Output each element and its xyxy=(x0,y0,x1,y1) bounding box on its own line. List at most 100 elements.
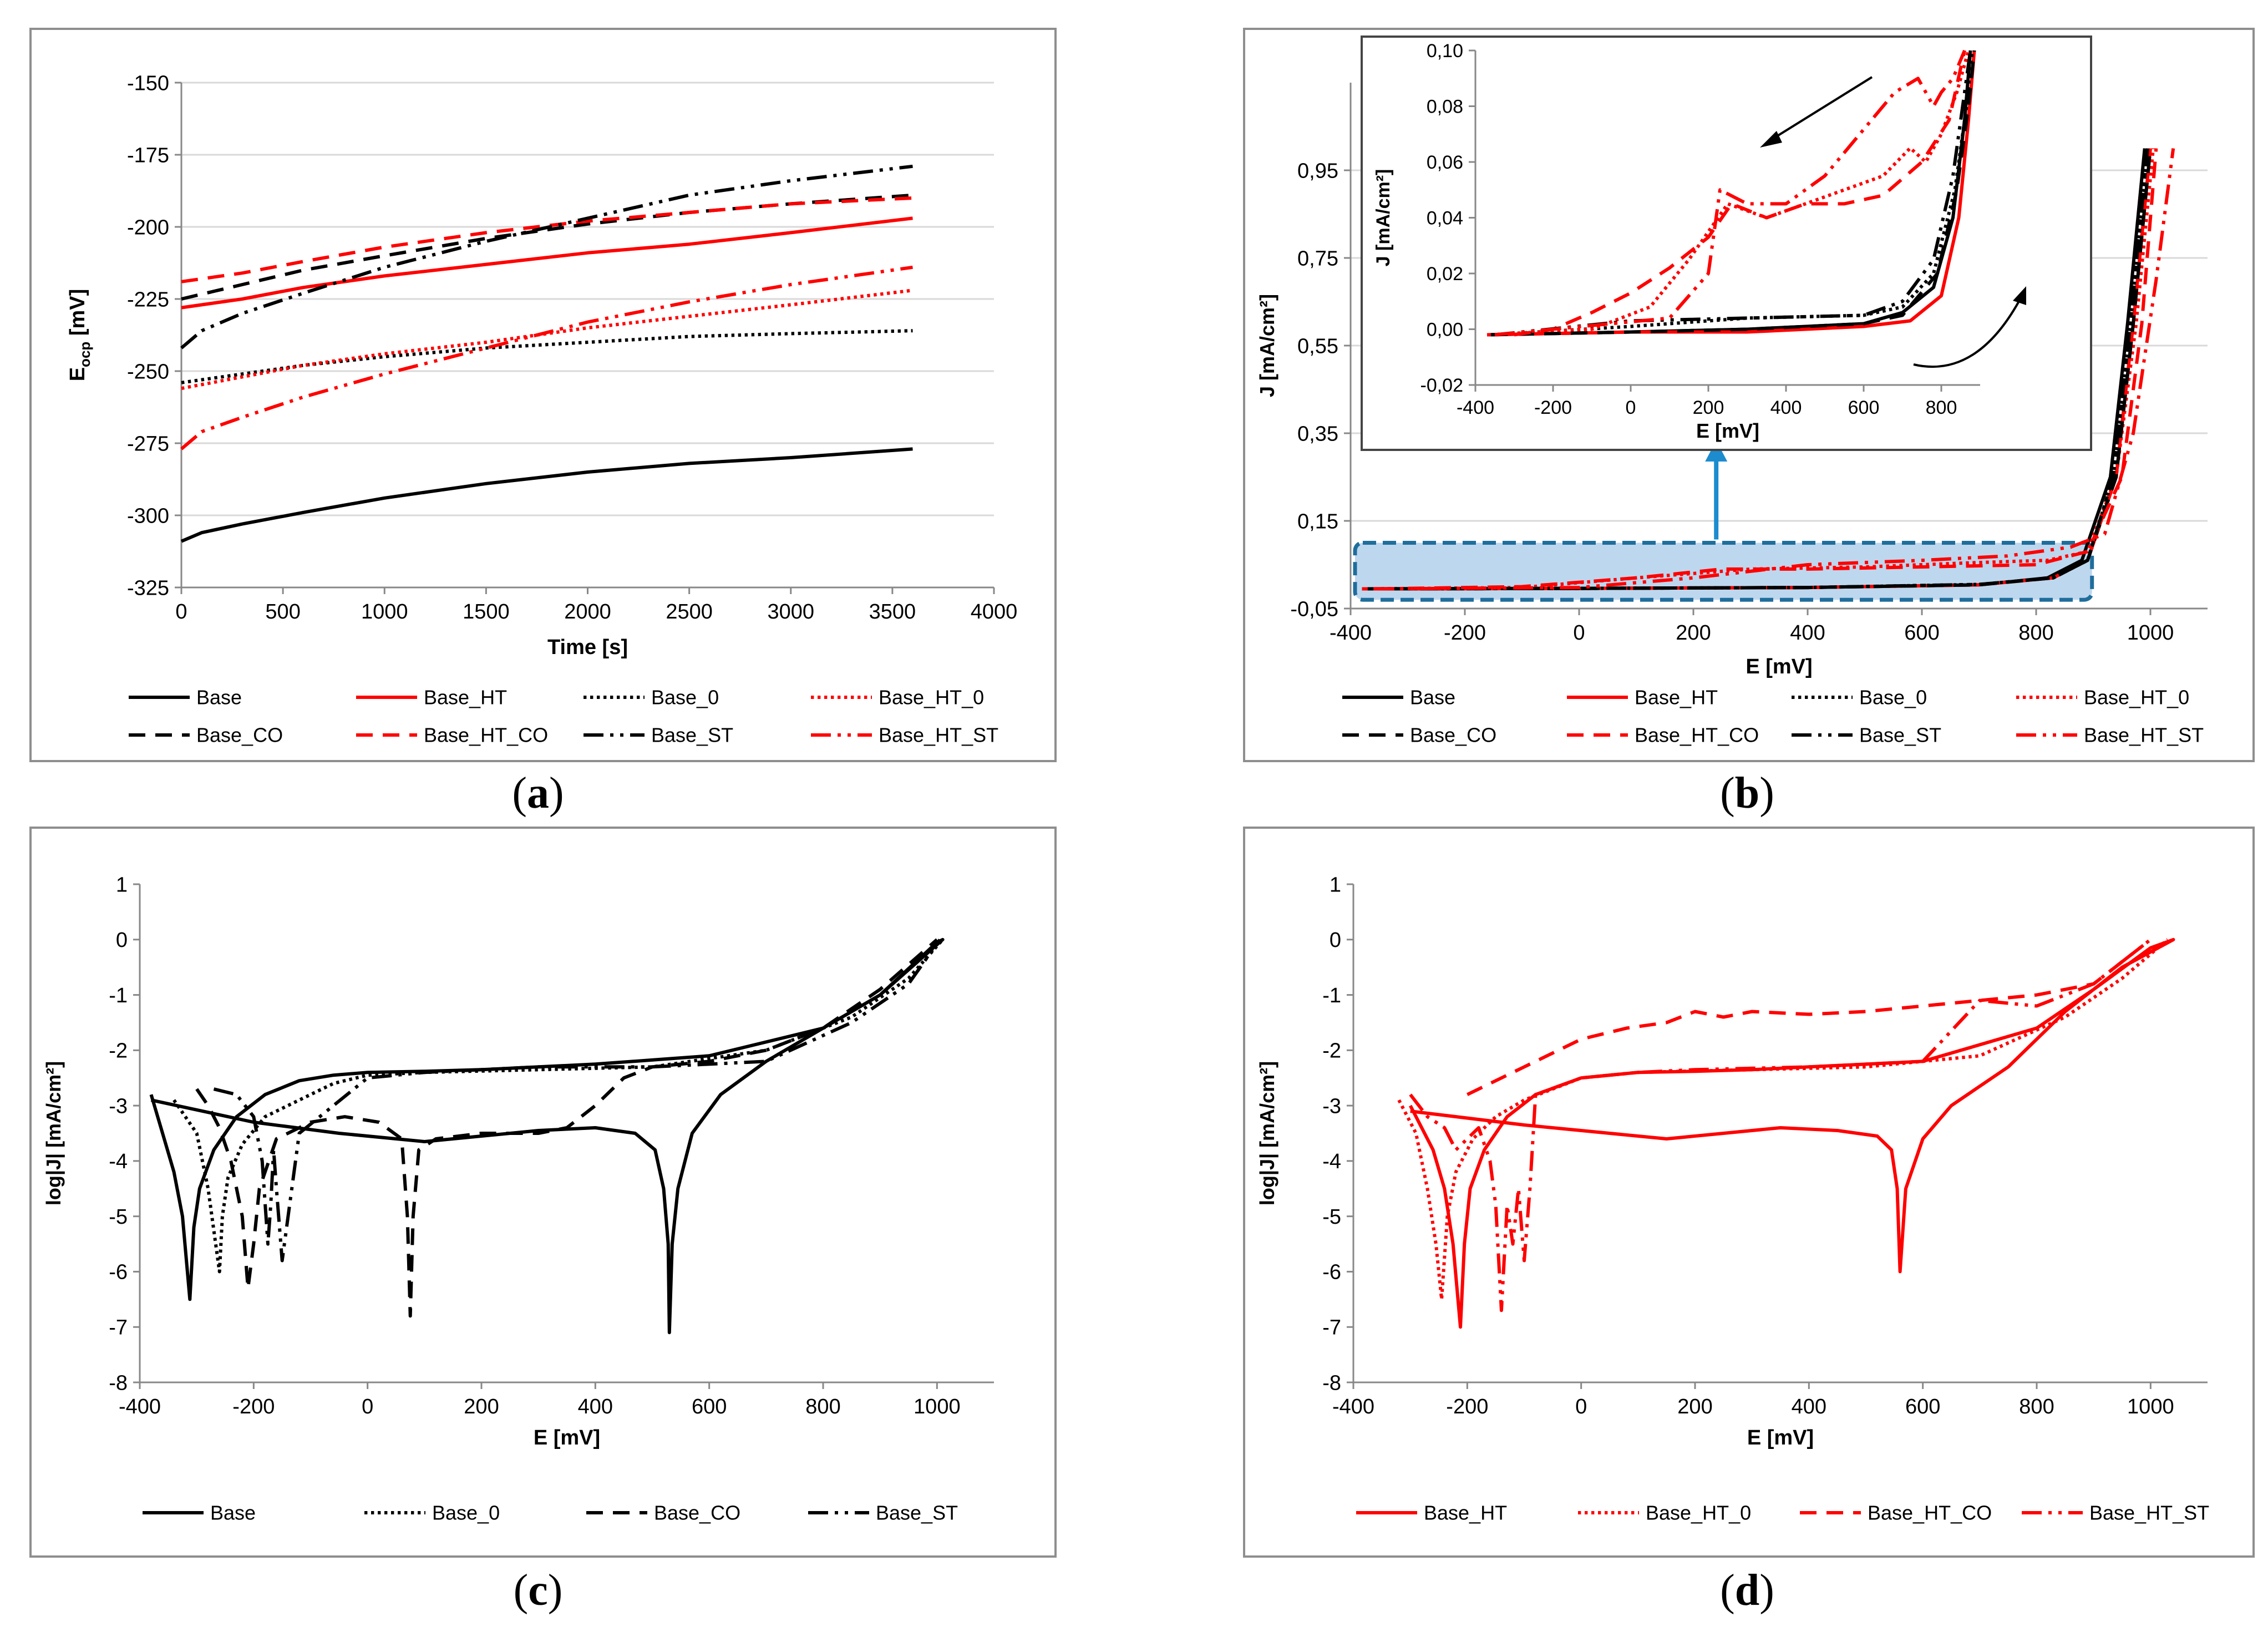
y-tick-label: -7 xyxy=(1322,1316,1341,1340)
x-axis-title: E [mV] xyxy=(1747,1426,1814,1449)
inset-arrow-forward-head xyxy=(2013,286,2026,305)
series-line-base-ht-st xyxy=(1373,148,2175,591)
legend-label: Base_HT xyxy=(1635,686,1718,709)
y-axis-title: J [mA/cm²] xyxy=(1256,294,1278,397)
series-line-base-ht-co xyxy=(1407,148,2158,590)
inset-frame xyxy=(1361,36,2092,451)
panel-a-label: (a) xyxy=(512,769,564,818)
series-line-base-ht-st xyxy=(1409,938,2152,1312)
x-tick-label: -400 xyxy=(1332,1395,1374,1418)
legend-label: Base_HT_0 xyxy=(2084,686,2189,709)
x-tick-label: 0 xyxy=(175,600,187,624)
legend-label: Base_HT_0 xyxy=(879,686,984,709)
series-line-base xyxy=(180,447,913,543)
x-tick-label: 800 xyxy=(2018,621,2053,645)
y-tick-label: -1 xyxy=(1322,984,1341,1007)
y-tick-label: -3 xyxy=(109,1094,128,1118)
y-tick-label: -150 xyxy=(127,72,169,95)
series-line-base-co xyxy=(1367,148,2152,591)
x-tick-label: -200 xyxy=(1534,397,1572,418)
x-tick-label: 400 xyxy=(1792,1395,1826,1418)
series-line-base-st xyxy=(1494,50,1972,337)
y-tick-label: 0,95 xyxy=(1297,159,1338,183)
legend-label: Base xyxy=(210,1502,256,1524)
y-tick-label: 0,75 xyxy=(1297,247,1338,270)
series-line-base-ht-co xyxy=(1466,938,2152,1096)
panel-b-svg: -0,05 0,15 0,35 0,55 0,75 0,95 -400 -200 0 200 400… xyxy=(1256,36,2208,747)
y-tick-label: 0,06 xyxy=(1427,152,1463,173)
series-line-base-ht-0 xyxy=(181,288,913,391)
series-line-base-st xyxy=(1373,148,2149,591)
legend-label: Base_HT_0 xyxy=(1646,1502,1751,1524)
y-tick-label: -6 xyxy=(1322,1261,1341,1284)
x-axis-title: E [mV] xyxy=(1746,655,1812,678)
y-tick-label: 0,00 xyxy=(1427,319,1463,340)
legend-label: Base_HT xyxy=(424,686,507,709)
panel-b-label: (b) xyxy=(1720,769,1774,818)
y-tick-label: 0,15 xyxy=(1297,510,1338,533)
y-tick-label: 0,55 xyxy=(1297,334,1338,358)
legend-label: Base_CO xyxy=(1410,724,1496,747)
x-tick-label: 1000 xyxy=(361,600,408,624)
legend-label: Base_0 xyxy=(1859,686,1927,709)
x-tick-label: -400 xyxy=(1330,621,1372,645)
y-tick-label: -0,05 xyxy=(1290,597,1338,621)
y-tick-label: -2 xyxy=(109,1040,128,1063)
legend-label: Base_ST xyxy=(651,724,733,747)
x-tick-label: 200 xyxy=(1677,1395,1712,1418)
series-line-base-0 xyxy=(1490,50,1974,337)
y-axis-title: Eocp [mV] xyxy=(66,289,93,382)
legend-label: Base_HT_ST xyxy=(2084,724,2204,747)
inset-arrow-backward xyxy=(1768,76,1873,142)
x-tick-label: -200 xyxy=(232,1395,275,1418)
x-tick-label: 800 xyxy=(1926,397,1957,418)
x-tick-label: 600 xyxy=(1904,621,1939,645)
x-tick-label: 400 xyxy=(1790,621,1825,645)
x-tick-label: 600 xyxy=(1905,1395,1940,1418)
y-tick-label: -3 xyxy=(1322,1094,1341,1118)
y-tick-label: -300 xyxy=(127,504,169,528)
panel-d-svg: -8 -7 -6 -5 -4 -3 -2 -1 0 1 -400 -200 0 200 400 600 800 1… xyxy=(1256,873,2209,1524)
y-tick-label: -200 xyxy=(127,216,169,239)
zoom-highlight-box xyxy=(1353,541,2094,602)
x-tick-label: 0 xyxy=(362,1395,373,1418)
x-tick-label: 3500 xyxy=(869,600,916,624)
y-tick-label: -6 xyxy=(109,1261,128,1284)
series-line-base xyxy=(149,937,945,1335)
y-tick-label: 1 xyxy=(1330,873,1341,896)
y-tick-label: -4 xyxy=(1322,1150,1341,1173)
x-tick-label: 800 xyxy=(2019,1395,2054,1418)
x-tick-label: 800 xyxy=(805,1395,840,1418)
y-axis-title: log|J| [mA/cm²] xyxy=(1256,1061,1279,1205)
x-axis-title: E [mV] xyxy=(534,1426,600,1449)
x-tick-label: 200 xyxy=(1693,397,1724,418)
y-tick-label: -8 xyxy=(1322,1371,1341,1395)
y-tick-label: -5 xyxy=(109,1205,128,1229)
series-line-base-co xyxy=(195,938,938,1318)
series-line-base-0 xyxy=(172,938,944,1274)
legend-label: Base_HT_CO xyxy=(1868,1502,1992,1524)
x-tick-label: 400 xyxy=(1770,397,1802,418)
y-tick-label: -7 xyxy=(109,1316,128,1340)
series-line-base-ht xyxy=(1409,937,2175,1329)
y-tick-label: 0 xyxy=(1330,929,1341,952)
y-tick-label: 0,10 xyxy=(1427,40,1463,62)
panel-c-label: (c) xyxy=(513,1566,563,1615)
y-tick-label: 0 xyxy=(116,929,128,952)
y-tick-label: -8 xyxy=(109,1371,128,1395)
y-tick-label: -250 xyxy=(127,360,169,383)
x-tick-label: 200 xyxy=(1676,621,1711,645)
y-tick-label: -0,02 xyxy=(1420,375,1464,396)
x-tick-label: 1000 xyxy=(914,1395,961,1418)
y-tick-label: -5 xyxy=(1322,1205,1341,1229)
series-line-base-ht-0 xyxy=(1490,50,1970,337)
x-tick-label: 600 xyxy=(1848,397,1880,418)
panel-a-chart: -325 -300 -275 -250 -225 -200 -175 -150 0 500 1000… xyxy=(29,28,1057,762)
panel-c-svg: -8 -7 -6 -5 -4 -3 -2 -1 0 1 -400 -200 0 200 400 600 800 1… xyxy=(42,873,994,1524)
x-tick-label: 1000 xyxy=(2127,621,2174,645)
x-tick-label: 1500 xyxy=(463,600,510,624)
panel-c-chart: -8 -7 -6 -5 -4 -3 -2 -1 0 1 -400 -200 0 200 400 600 800 1… xyxy=(29,827,1057,1558)
x-tick-label: 400 xyxy=(578,1395,613,1418)
legend-label: Base xyxy=(196,686,242,709)
y-tick-label: -175 xyxy=(127,144,169,167)
